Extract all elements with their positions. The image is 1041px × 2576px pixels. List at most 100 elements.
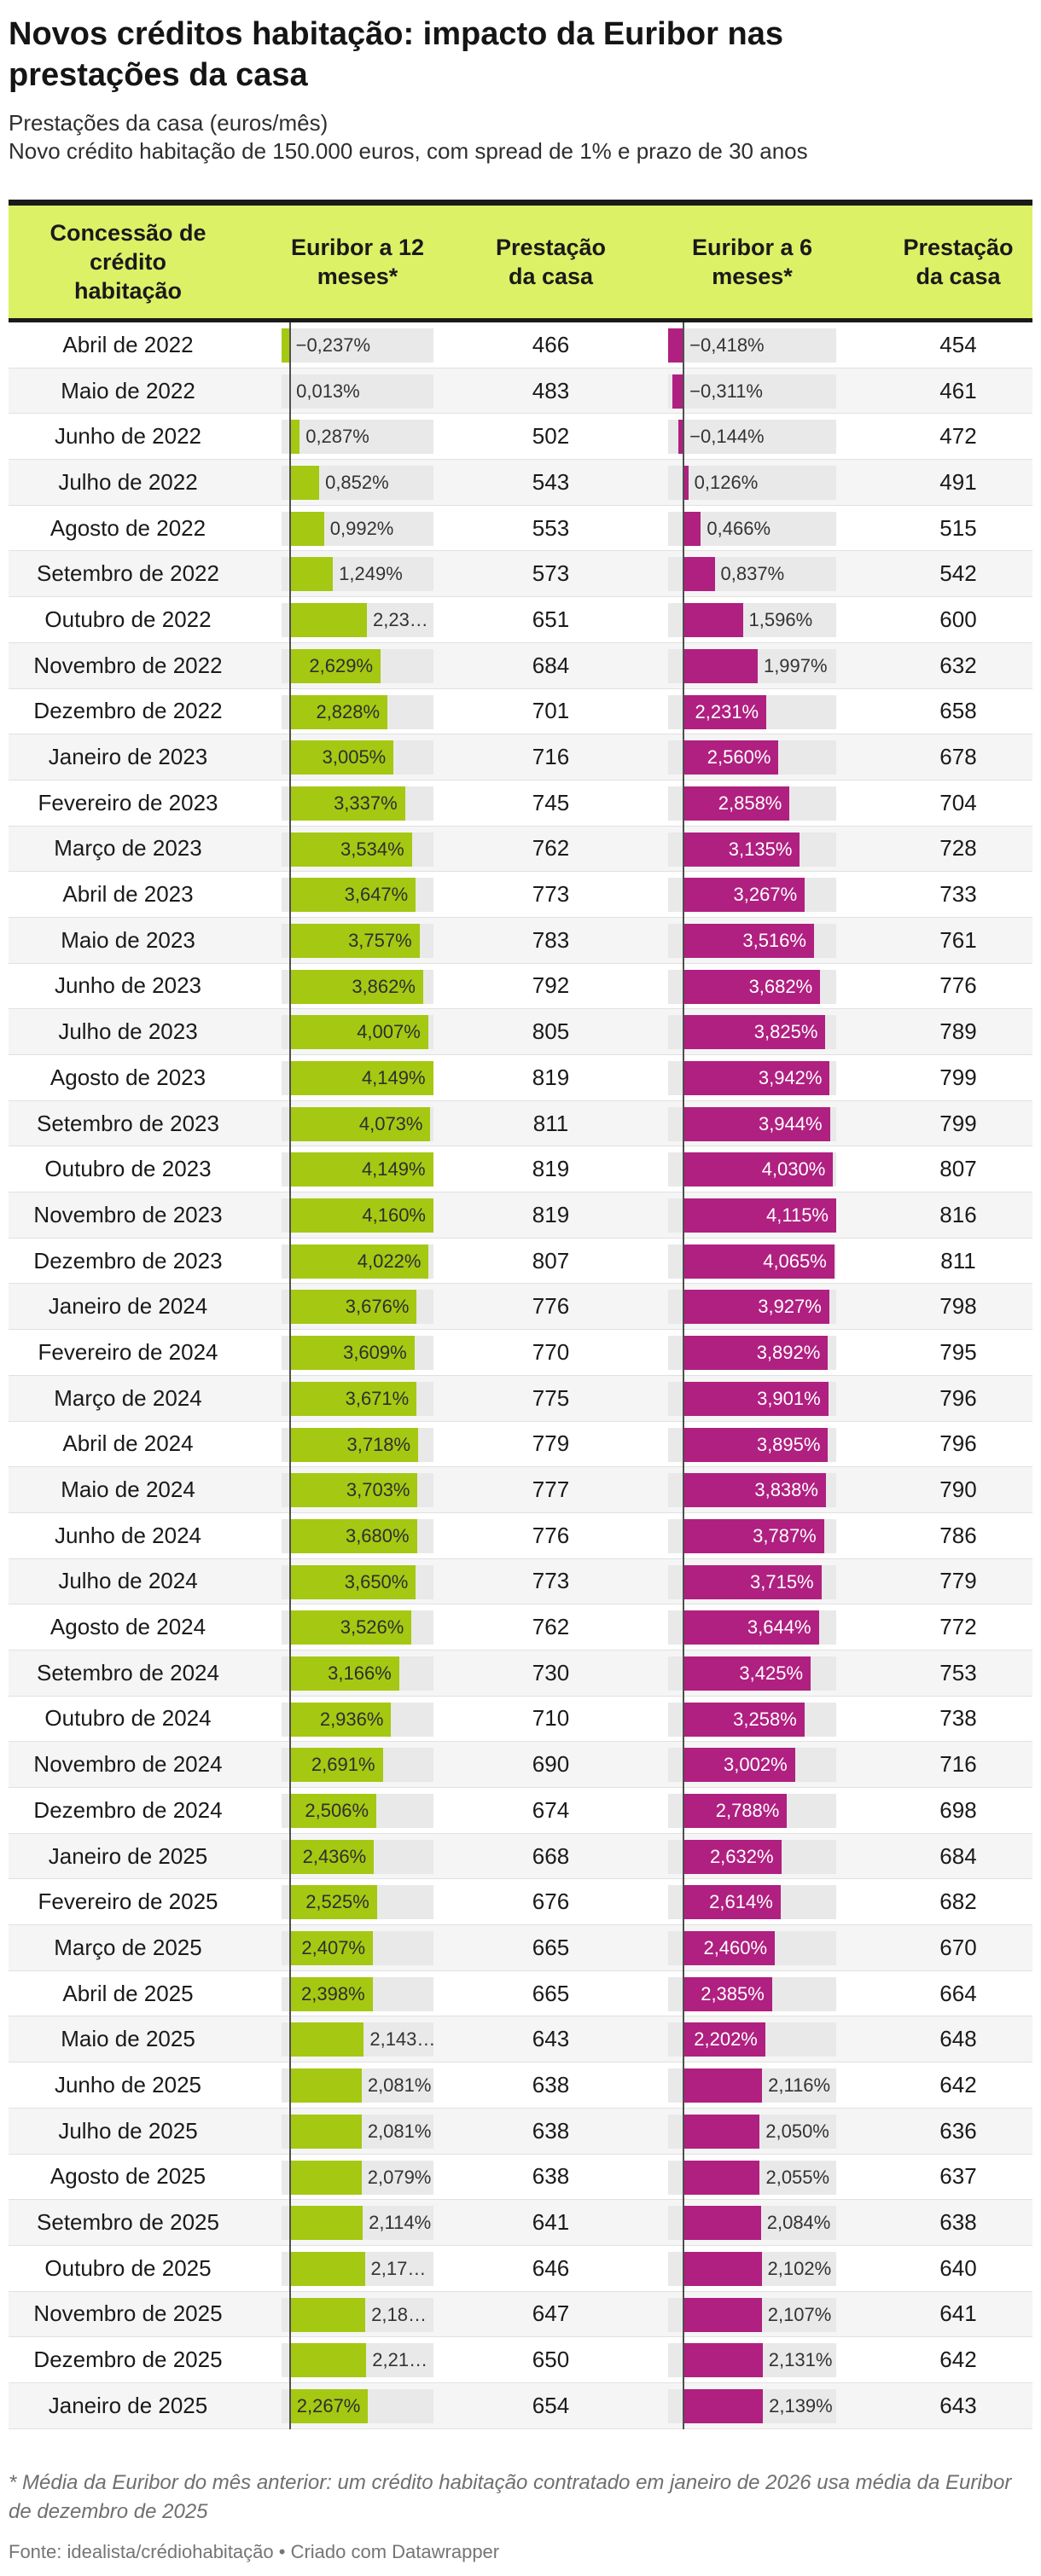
- table-row: Julho de 2022 0,852% 543 0,126% 491: [9, 460, 1032, 506]
- euribor-12m-bar-label: 2,629%: [309, 654, 374, 676]
- euribor-12m-bar-label: 2,828%: [316, 700, 381, 722]
- euribor-6m-bar: [683, 1656, 811, 1691]
- column-header-line: Prestação: [903, 235, 1014, 260]
- prestacao-6m-cell: 753: [939, 1659, 977, 1685]
- euribor-12m-bar-label: 3,650%: [344, 1570, 409, 1593]
- euribor-6m-bar: [683, 2206, 761, 2241]
- bar-cell-euribor-12m: 2,21…: [282, 2337, 433, 2382]
- bar-cell-euribor-6m: 2,050%: [668, 2109, 836, 2154]
- prestacao-6m-cell: 515: [939, 514, 977, 541]
- prestacao-12m-cell: 745: [532, 789, 570, 815]
- prestacao-12m-cell: 650: [532, 2347, 570, 2373]
- month-cell: Dezembro de 2024: [33, 1796, 223, 1823]
- zero-axis-euribor-12m: [289, 322, 291, 2429]
- table-row: Setembro de 2022 1,249% 573 0,837% 542: [9, 551, 1032, 598]
- prestacao-12m-cell: 651: [532, 606, 570, 632]
- prestacao-12m-cell: 773: [532, 1568, 570, 1594]
- euribor-6m-bar-label: 2,084%: [766, 2212, 831, 2234]
- euribor-6m-bar-label: 0,837%: [720, 563, 785, 585]
- month-cell: Maio de 2023: [61, 926, 195, 953]
- euribor-12m-bar: [289, 694, 388, 729]
- euribor-6m-bar: [683, 878, 805, 913]
- month-cell: Novembro de 2024: [33, 1751, 223, 1778]
- euribor-12m-bar-label: 4,022%: [357, 1250, 422, 1272]
- bar-cell-euribor-6m: 2,632%: [668, 1834, 836, 1879]
- bar-cell-euribor-12m: 2,114%: [282, 2200, 433, 2245]
- bar-cell-euribor-6m: 3,002%: [668, 1742, 836, 1787]
- month-cell: Março de 2025: [54, 1934, 202, 1960]
- euribor-12m-bar-label: 3,703%: [346, 1479, 410, 1501]
- euribor-12m-bar-label: 4,160%: [362, 1204, 426, 1227]
- prestacao-6m-cell: 642: [939, 2347, 977, 2373]
- euribor-12m-bar: [289, 1794, 377, 1828]
- prestacao-6m-cell: 638: [939, 2209, 977, 2236]
- euribor-6m-bar-label: 3,944%: [758, 1112, 823, 1134]
- euribor-6m-bar-label: 3,135%: [728, 838, 793, 860]
- table-row: Outubro de 2024 2,936% 710 3,258% 738: [9, 1696, 1032, 1743]
- bar-cell-euribor-12m: 2,17…: [282, 2246, 433, 2291]
- table-row: Agosto de 2024 3,526% 762 3,644% 772: [9, 1604, 1032, 1651]
- table-row: Outubro de 2022 2,23… 651 1,596% 600: [9, 597, 1032, 643]
- bar-cell-euribor-6m: 2,116%: [668, 2063, 836, 2108]
- euribor-12m-bar-label: 2,143…: [369, 2028, 436, 2051]
- month-cell: Abril de 2025: [62, 1980, 194, 2006]
- euribor-6m-bar-label: 2,385%: [701, 1982, 765, 2005]
- euribor-12m-bar-label: 2,398%: [301, 1982, 365, 2005]
- euribor-12m-bar: [289, 2160, 362, 2195]
- bar-cell-euribor-12m: 2,407%: [282, 1925, 433, 1970]
- euribor-6m-bar-label: 2,139%: [769, 2394, 833, 2416]
- bar-cell-euribor-12m: 0,992%: [282, 506, 433, 551]
- euribor-12m-bar-label: 2,17…: [370, 2257, 427, 2279]
- bar-cell-euribor-12m: 2,398%: [282, 1971, 433, 2016]
- euribor-6m-bar-label: 2,107%: [767, 2303, 832, 2325]
- table-row: Fevereiro de 2024 3,609% 770 3,892% 795: [9, 1330, 1032, 1376]
- prestacao-12m-cell: 502: [532, 423, 570, 450]
- euribor-12m-bar-label: 3,676%: [345, 1296, 410, 1318]
- prestacao-6m-cell: 786: [939, 1522, 977, 1548]
- euribor-12m-bar: [289, 969, 423, 1004]
- table-body: Abril de 2022 −0,237% 466 −0,418% 454 Maio de…: [9, 322, 1032, 2429]
- euribor-12m-bar-label: 2,936%: [319, 1708, 384, 1730]
- table-row: Maio de 2022 0,013% 483 −0,311% 461: [9, 368, 1032, 415]
- euribor-6m-bar-label: 4,115%: [766, 1204, 829, 1227]
- bar-cell-euribor-6m: 3,927%: [668, 1284, 836, 1329]
- bar-cell-euribor-12m: 1,249%: [282, 551, 433, 596]
- bar-cell-euribor-6m: 3,825%: [668, 1009, 836, 1054]
- bar-cell-euribor-6m: 2,107%: [668, 2292, 836, 2337]
- euribor-6m-bar: [683, 466, 689, 501]
- euribor-6m-bar: [683, 2297, 762, 2332]
- euribor-6m-bar: [683, 1748, 795, 1783]
- prestacao-6m-cell: 738: [939, 1705, 977, 1732]
- bar-cell-euribor-6m: 3,787%: [668, 1513, 836, 1558]
- month-cell: Março de 2023: [54, 835, 202, 862]
- table-row: Janeiro de 2025 2,267% 654 2,139% 643: [9, 2382, 1032, 2429]
- euribor-12m-bar: [289, 1748, 383, 1783]
- prestacao-6m-cell: 678: [939, 744, 977, 770]
- euribor-6m-bar: [683, 1702, 805, 1737]
- euribor-12m-bar: [289, 1885, 377, 1920]
- euribor-12m-bar-label: 3,337%: [334, 792, 398, 814]
- prestacao-6m-cell: 640: [939, 2254, 977, 2281]
- euribor-6m-bar-label: 2,131%: [768, 2349, 833, 2371]
- month-cell: Setembro de 2024: [37, 1659, 219, 1685]
- prestacao-12m-cell: 643: [532, 2026, 570, 2052]
- bar-cell-euribor-6m: 2,055%: [668, 2155, 836, 2200]
- table-row: Outubro de 2023 4,149% 819 4,030% 807: [9, 1146, 1032, 1193]
- euribor-6m-bar-label: 3,787%: [753, 1524, 817, 1546]
- prestacao-6m-cell: 799: [939, 1110, 977, 1136]
- bar-cell-euribor-12m: 2,436%: [282, 1834, 433, 1879]
- month-cell: Junho de 2023: [54, 972, 202, 999]
- table-row: Junho de 2025 2,081% 638 2,116% 642: [9, 2063, 1032, 2109]
- euribor-6m-bar-label: 2,050%: [765, 2120, 829, 2142]
- euribor-6m-bar-label: 2,858%: [718, 792, 782, 814]
- euribor-12m-bar: [289, 2343, 367, 2378]
- bar-cell-euribor-12m: 2,936%: [282, 1697, 433, 1742]
- month-cell: Março de 2024: [54, 1384, 202, 1411]
- bar-cell-euribor-12m: 2,143…: [282, 2016, 436, 2062]
- euribor-12m-bar-label: 0,992%: [329, 517, 394, 539]
- euribor-12m-bar: [289, 923, 420, 958]
- prestacao-6m-cell: 491: [939, 468, 977, 495]
- column-header-prestacao-12m: Prestação da casa: [433, 206, 668, 318]
- euribor-6m-bar-label: 2,560%: [707, 746, 771, 769]
- euribor-12m-bar-label: 3,757%: [348, 929, 412, 951]
